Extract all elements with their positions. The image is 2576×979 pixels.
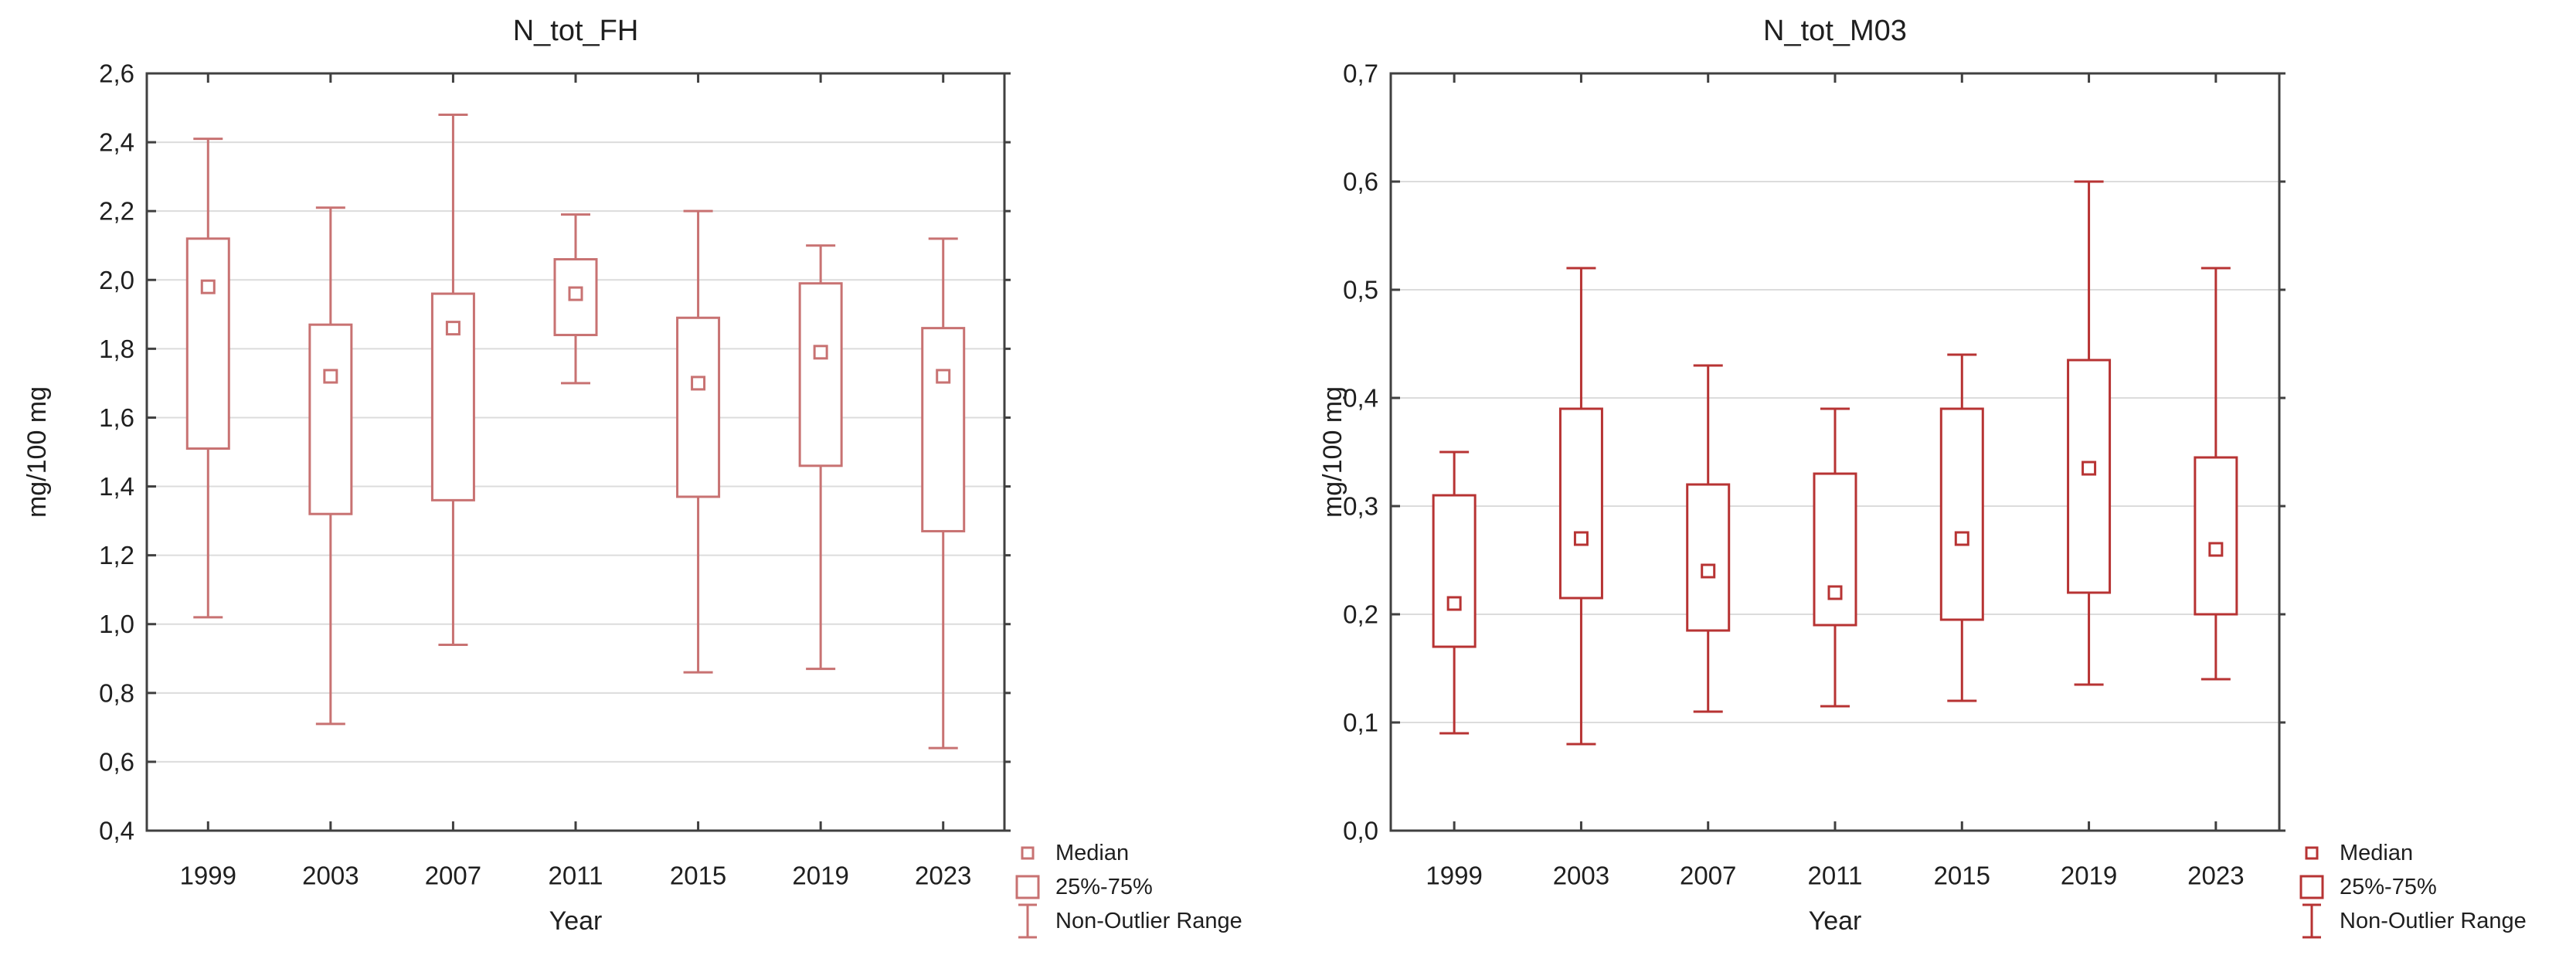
x-axis-label: Year	[549, 906, 603, 936]
plot-frame	[145, 72, 1006, 832]
median-marker-2019	[2082, 461, 2097, 476]
legend-label: 25%-75%	[2340, 875, 2437, 899]
iqr-box-2023	[921, 327, 966, 532]
y-tick-label: 2,2	[99, 197, 134, 226]
legend: Median 25%-75% Non-Outlier Range	[1015, 841, 1242, 939]
boxplot-chart-n-tot-fh: 0,4 0,6 0,8 1,0 1,2 1,4 1,6 1,8 2,0 2,2 2,4 2,6 1999…	[0, 0, 1267, 979]
chart-title: N_tot_FH	[513, 15, 639, 47]
chart-title: N_tot_M03	[1763, 15, 1907, 47]
box-group-1999	[1432, 450, 1477, 735]
legend-label: Median	[2340, 841, 2413, 865]
x-tick-label: 2011	[1808, 862, 1863, 890]
legend-label: Non-Outlier Range	[1055, 909, 1242, 933]
x-tick-label: 2011	[549, 862, 603, 890]
x-tick-label: 2007	[425, 862, 481, 890]
y-tick-label: 0,5	[1343, 276, 1378, 304]
x-tick-label: 2023	[2187, 862, 2244, 890]
box-group-2003	[1558, 267, 1603, 746]
y-tick-label: 0,6	[1343, 168, 1378, 196]
x-tick-label: 2015	[670, 862, 726, 890]
x-tick-label: 1999	[1426, 862, 1482, 890]
x-axis-label: Year	[1809, 906, 1862, 936]
y-tick-label: 0,6	[99, 747, 134, 776]
box-group-2007	[1686, 364, 1731, 713]
y-axis-label: mg/100 mg	[1318, 386, 1347, 518]
legend-iqr-box-icon	[1015, 875, 1040, 899]
x-tick-label: 2019	[2061, 862, 2117, 890]
median-marker-2003	[323, 369, 338, 384]
y-tick-label: 2,0	[99, 266, 134, 294]
y-tick-label: 0,8	[99, 678, 134, 707]
y-tick-label: 0,4	[99, 817, 134, 845]
iqr-box-1999	[185, 237, 230, 450]
box-group-2011	[553, 213, 598, 385]
iqr-box-2003	[308, 323, 353, 515]
median-marker-2011	[568, 286, 583, 301]
box-group-2003	[308, 206, 353, 726]
iqr-box-2019	[798, 282, 843, 467]
box-group-2015	[676, 209, 721, 674]
box-group-2007	[430, 113, 475, 646]
median-marker-2015	[691, 376, 706, 391]
y-tick-label: 2,6	[99, 59, 134, 88]
x-tick-label: 2003	[1553, 862, 1609, 890]
box-group-2023	[921, 237, 966, 750]
y-tick-label: 0,0	[1343, 817, 1378, 845]
x-tick-label: 2019	[792, 862, 848, 890]
median-marker-2007	[1701, 563, 1716, 579]
boxplot-svg: 0,0 0,1 0,2 0,3 0,4 0,5 0,6 0,7 1999 2003 2007 2011…	[1318, 15, 2527, 939]
box-group-2019	[798, 244, 843, 671]
iqr-box-2023	[2194, 456, 2238, 616]
iqr-box-2007	[1686, 483, 1731, 632]
x-tick-label: 2003	[302, 862, 359, 890]
median-marker-2019	[813, 345, 828, 360]
median-marker-1999	[1446, 596, 1462, 611]
iqr-box-1999	[1432, 494, 1477, 648]
box-group-2015	[1939, 353, 1984, 702]
iqr-box-2003	[1558, 407, 1603, 600]
y-tick-label: 2,4	[99, 128, 134, 157]
iqr-box-2019	[2067, 359, 2112, 594]
median-marker-2003	[1573, 531, 1589, 546]
x-tick-label: 1999	[180, 862, 236, 890]
y-tick-label: 0,3	[1343, 492, 1378, 521]
y-tick-label: 1,8	[99, 335, 134, 363]
legend-label: Non-Outlier Range	[2340, 909, 2527, 933]
median-marker-2011	[1827, 585, 1843, 600]
y-tick-label: 1,6	[99, 403, 134, 432]
iqr-box-2015	[676, 316, 721, 498]
boxplot-chart-n-tot-m03: 0,0 0,1 0,2 0,3 0,4 0,5 0,6 0,7 1999 2003 2007 2011…	[1298, 0, 2576, 979]
box-group-2023	[2194, 267, 2238, 681]
box-group-2011	[1813, 407, 1857, 708]
y-axis-label: mg/100 mg	[22, 386, 52, 518]
median-marker-2023	[2208, 542, 2224, 557]
legend-median-icon	[2305, 846, 2319, 860]
iqr-box-2011	[1813, 472, 1857, 627]
box-group-2019	[2067, 180, 2112, 686]
y-tick-label: 1,0	[99, 610, 134, 638]
boxplot-svg: 0,4 0,6 0,8 1,0 1,2 1,4 1,6 1,8 2,0 2,2 2,4 2,6 1999…	[22, 15, 1242, 939]
x-tick-label: 2023	[915, 862, 971, 890]
median-marker-1999	[200, 279, 216, 294]
y-tick-label: 0,2	[1343, 600, 1378, 629]
iqr-box-2011	[553, 258, 598, 337]
y-tick-label: 0,4	[1343, 384, 1378, 413]
legend-median-icon	[1021, 846, 1035, 860]
x-tick-label: 2007	[1680, 862, 1736, 890]
x-tick-label: 2015	[1934, 862, 1990, 890]
iqr-box-2015	[1939, 407, 1984, 621]
median-marker-2007	[445, 321, 460, 336]
legend-label: 25%-75%	[1055, 875, 1153, 899]
median-marker-2015	[1954, 531, 1969, 546]
box-group-1999	[185, 138, 230, 619]
y-tick-label: 0,7	[1343, 59, 1378, 88]
legend: Median 25%-75% Non-Outlier Range	[2299, 841, 2527, 939]
y-tick-label: 1,2	[99, 541, 134, 569]
y-tick-label: 1,4	[99, 472, 134, 501]
y-tick-label: 0,1	[1343, 709, 1378, 737]
legend-iqr-box-icon	[2299, 875, 2324, 899]
legend-label: Median	[1055, 841, 1129, 865]
median-marker-2023	[936, 369, 951, 384]
